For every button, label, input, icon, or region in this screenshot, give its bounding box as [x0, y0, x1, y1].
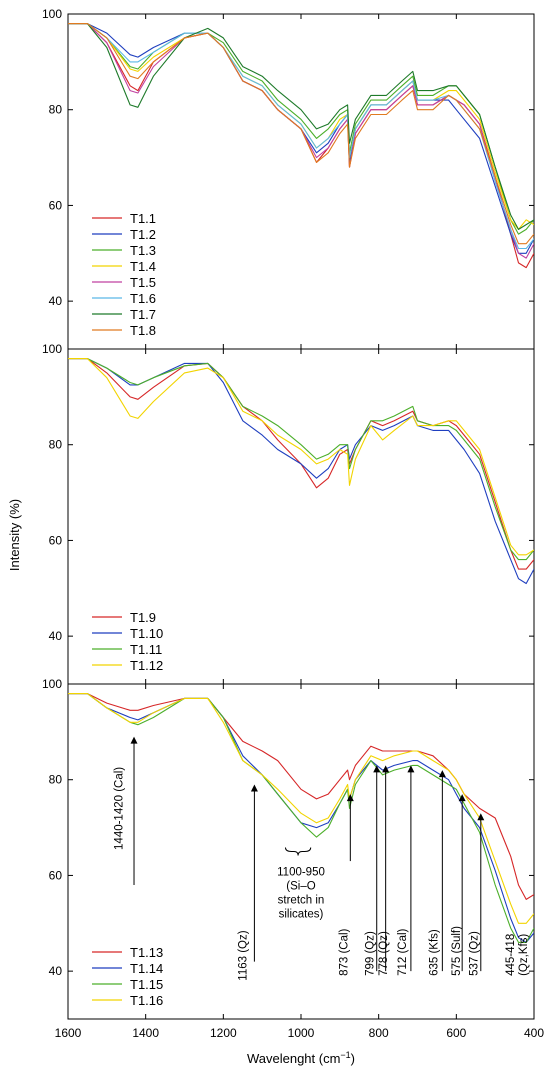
series-line-T1-16: [68, 693, 534, 924]
x-tick-label: 800: [369, 1026, 389, 1040]
legend-label: T1.11: [130, 642, 162, 657]
series-line-T1-12: [68, 358, 534, 556]
series-line-T1-13: [68, 693, 534, 900]
annotations: 1440-1420 (Cal) 1100-950 (Si–O stretch in si…: [113, 736, 530, 981]
annotation-label: 712 (Cal): [397, 928, 409, 975]
series-line-T1-8: [68, 23, 534, 245]
legend-label: T1.16: [130, 993, 163, 1008]
y-tick-label: 80: [49, 103, 63, 117]
y-tick-label: 40: [49, 964, 63, 978]
annotation-label: 445-418: [505, 934, 517, 976]
legend-label: T1.1: [130, 211, 156, 226]
annotation-label: 635 (Kfs): [429, 929, 441, 976]
annotation-arrowhead: [458, 794, 466, 802]
annotation-arrowhead: [407, 765, 415, 773]
legend-label: T1.14: [130, 961, 163, 976]
annotation-arrowhead: [130, 736, 138, 744]
series-line-T1-4: [68, 23, 534, 230]
x-axis-label-close: ): [351, 1051, 355, 1066]
annotation-label: 1440-1420 (Cal): [113, 767, 125, 850]
x-tick-label: 600: [446, 1026, 466, 1040]
y-tick-label: 100: [42, 677, 62, 691]
annotation-label: 1100-950: [277, 867, 325, 879]
x-tick-label: 1000: [288, 1026, 315, 1040]
series-lines: [68, 23, 534, 269]
x-axis-label-superscript: −1: [340, 1050, 350, 1060]
y-tick-label: 100: [42, 7, 62, 21]
annotation-brace: [284, 847, 312, 856]
annotation-label: silicates): [279, 909, 324, 921]
y-tick-label: 100: [42, 342, 62, 356]
y-tick-label: 60: [49, 533, 63, 547]
y-tick-label: 60: [49, 198, 63, 212]
annotation-arrowhead: [477, 813, 485, 821]
annotation-label: (Si–O: [286, 881, 315, 893]
legend-label: T1.10: [130, 626, 163, 641]
x-tick-label: 1400: [132, 1026, 159, 1040]
y-tick-label: 40: [49, 294, 63, 308]
legend-label: T1.12: [130, 658, 163, 673]
x-tick-label: 400: [524, 1026, 544, 1040]
y-tick-label: 80: [49, 773, 63, 787]
x-tick-label: 1600: [55, 1026, 82, 1040]
legend-label: T1.13: [130, 945, 163, 960]
y-tick-label: 60: [49, 868, 63, 882]
annotation-label: 778 (Qz): [378, 931, 390, 976]
legend-label: T1.8: [130, 323, 156, 338]
annotation-arrowhead: [346, 794, 354, 802]
annotation-label: 1163 (Qz): [238, 930, 250, 980]
series-line-T1-7: [68, 23, 534, 230]
x-axis-label: Wavelenght (cm−1): [247, 1050, 355, 1066]
annotation-label: 575 (Sulf): [451, 926, 463, 976]
panel-1: 40 60 80 100 T1.1T1.2T1.3T1.4T1.5T1.6T1.7T1.…: [42, 7, 535, 350]
annotation-label: stretch in: [278, 895, 325, 907]
legend-label: T1.6: [130, 291, 156, 306]
legend-label: T1.3: [130, 243, 156, 258]
y-tick-label: 40: [49, 629, 63, 643]
series-lines: [68, 358, 534, 585]
legend-label: T1.7: [130, 307, 156, 322]
series-line-T1-11: [68, 358, 534, 561]
annotation-arrowhead: [438, 770, 446, 778]
chart-panels: 406080100T1.1T1.2T1.3T1.4T1.5T1.6T1.7T1.…: [42, 7, 544, 1040]
legend-label: T1.5: [130, 275, 156, 290]
legend-label: T1.2: [130, 227, 156, 242]
annotation-arrowhead: [382, 765, 390, 773]
legend-label: T1.15: [130, 977, 163, 992]
annotation-label: 537 (Qz): [469, 931, 481, 976]
series-line-T1-10: [68, 358, 534, 585]
annotation-arrowhead: [373, 765, 381, 773]
annotation-label: 873 (Cal): [339, 928, 351, 975]
annotation-label: 799 (Qz): [365, 931, 377, 976]
legend-label: T1.9: [130, 610, 156, 625]
y-axis-label: Intensity (%): [7, 499, 22, 571]
x-tick-label: 1200: [210, 1026, 237, 1040]
annotation-label: (Qz,Kfs): [518, 934, 530, 976]
y-tick-label: 80: [49, 438, 63, 452]
x-axis-label-main: Wavelenght (cm: [247, 1051, 340, 1066]
legend-label: T1.4: [130, 259, 156, 274]
annotation-arrowhead: [250, 784, 258, 792]
